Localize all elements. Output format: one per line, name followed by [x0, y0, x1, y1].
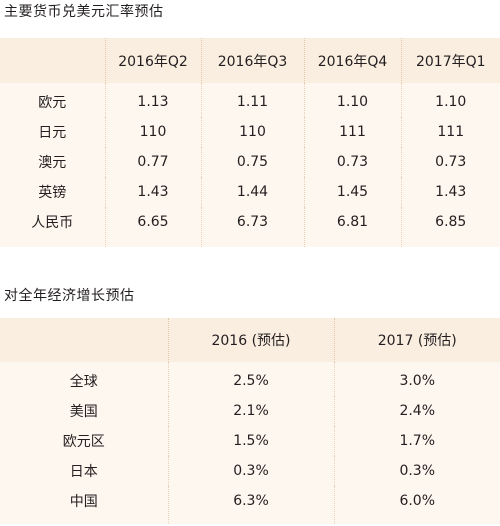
table-cell: 1.10	[304, 83, 402, 117]
table-row: 欧元区 1.5% 1.7%	[0, 426, 500, 456]
table-row: 欧元 1.13 1.11 1.10 1.10	[0, 83, 500, 117]
table-cell: 2.1%	[168, 396, 335, 426]
table-header-row: 2016年Q2 2016年Q3 2016年Q4 2017年Q1	[0, 38, 500, 83]
table-cell: 1.5%	[168, 426, 335, 456]
table-cell: 1.45	[304, 177, 402, 207]
table-cell: 110	[201, 117, 305, 147]
table-row: 日元 110 110 111 111	[0, 117, 500, 147]
table-cell: 111	[401, 117, 500, 147]
column-header: 2017年Q1	[401, 38, 500, 83]
row-label: 中国	[0, 486, 169, 524]
table-row: 日本 0.3% 0.3%	[0, 456, 500, 486]
row-label: 澳元	[0, 147, 106, 177]
row-label: 美国	[0, 396, 169, 426]
table-cell: 0.73	[401, 147, 500, 177]
column-header: 2016年Q4	[304, 38, 402, 83]
row-label: 人民币	[0, 207, 106, 247]
column-header	[0, 38, 106, 83]
table-cell: 1.43	[105, 177, 202, 207]
table-cell: 1.44	[201, 177, 305, 207]
table-cell: 6.3%	[168, 486, 335, 524]
fx-forecast-title: 主要货币兑美元汇率预估	[4, 4, 164, 20]
column-header	[0, 318, 169, 362]
row-label: 欧元区	[0, 426, 169, 456]
table-cell: 0.3%	[334, 456, 500, 486]
row-label: 全球	[0, 362, 169, 396]
table-cell: 6.85	[401, 207, 500, 247]
table-cell: 1.10	[401, 83, 500, 117]
table-cell: 0.77	[105, 147, 202, 177]
table-cell: 6.65	[105, 207, 202, 247]
row-label: 日元	[0, 117, 106, 147]
table-cell: 6.73	[201, 207, 305, 247]
table-cell: 1.7%	[334, 426, 500, 456]
growth-forecast-table: 2016 (预估) 2017 (预估) 全球 2.5% 3.0% 美国 2.1%…	[0, 318, 500, 524]
table-cell: 1.43	[401, 177, 500, 207]
table-cell: 6.0%	[334, 486, 500, 524]
table-cell: 1.13	[105, 83, 202, 117]
table-row: 人民币 6.65 6.73 6.81 6.85	[0, 207, 500, 247]
table-cell: 0.3%	[168, 456, 335, 486]
table-cell: 2.5%	[168, 362, 335, 396]
table-header-row: 2016 (预估) 2017 (预估)	[0, 318, 500, 362]
row-label: 日本	[0, 456, 169, 486]
column-header: 2016 (预估)	[168, 318, 335, 362]
table-cell: 0.75	[201, 147, 305, 177]
table-cell: 2.4%	[334, 396, 500, 426]
table-cell: 111	[304, 117, 402, 147]
table-cell: 110	[105, 117, 202, 147]
table-cell: 1.11	[201, 83, 305, 117]
column-header: 2016年Q2	[105, 38, 202, 83]
table-row: 澳元 0.77 0.75 0.73 0.73	[0, 147, 500, 177]
table-cell: 3.0%	[334, 362, 500, 396]
row-label: 英镑	[0, 177, 106, 207]
table-cell: 0.73	[304, 147, 402, 177]
growth-forecast-title: 对全年经济增长预估	[4, 288, 135, 304]
table-row: 中国 6.3% 6.0%	[0, 486, 500, 524]
column-header: 2016年Q3	[201, 38, 305, 83]
table-row: 英镑 1.43 1.44 1.45 1.43	[0, 177, 500, 207]
column-header: 2017 (预估)	[334, 318, 500, 362]
fx-forecast-table: 2016年Q2 2016年Q3 2016年Q4 2017年Q1 欧元 1.13 …	[0, 38, 500, 247]
table-row: 美国 2.1% 2.4%	[0, 396, 500, 426]
table-cell: 6.81	[304, 207, 402, 247]
row-label: 欧元	[0, 83, 106, 117]
table-row: 全球 2.5% 3.0%	[0, 362, 500, 396]
